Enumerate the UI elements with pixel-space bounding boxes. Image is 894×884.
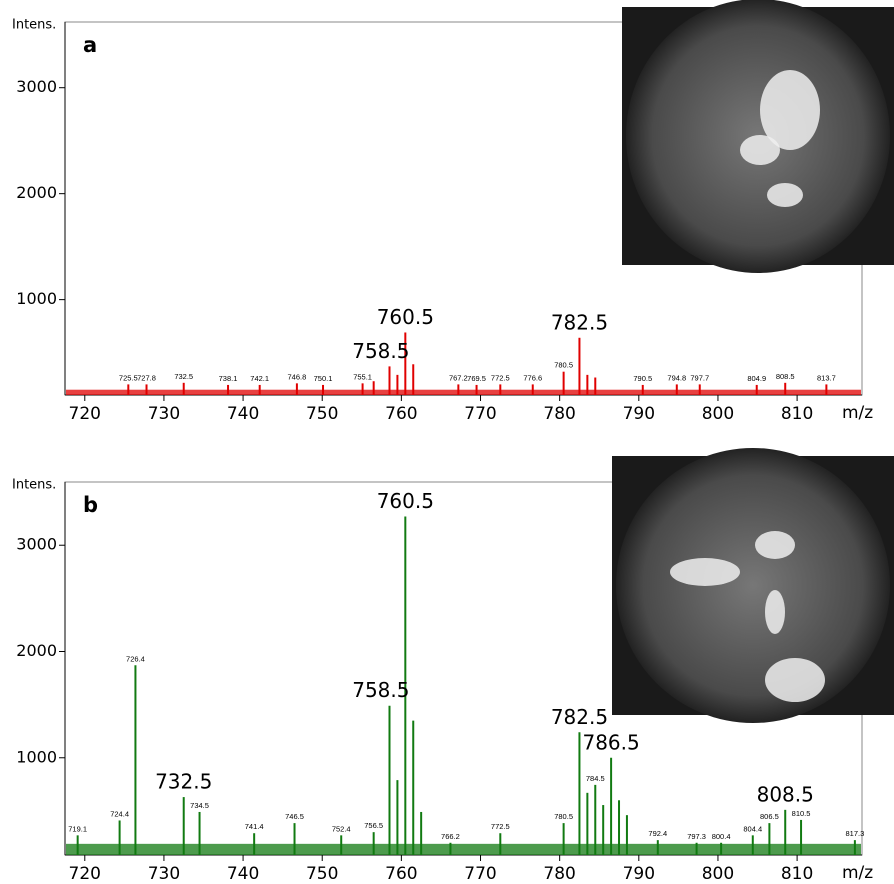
peak-label: 738.1 [219,374,238,383]
peak-label: 780.5 [554,361,573,370]
peak-label: 766.2 [441,832,460,841]
x-tick-label: 720 [69,404,101,424]
x-tick-label: 780 [543,404,575,424]
x-axis-label: m/z [842,403,873,423]
peak-label: 724.4 [110,809,129,818]
x-tick-label: 780 [543,864,575,884]
peak-label: 810.5 [792,809,811,818]
peak-label: 804.9 [747,374,766,383]
peak-label: 756.5 [364,821,383,830]
y-axis-label: Intens. [12,478,56,493]
micrograph-object [755,531,795,559]
peak-label: 804.4 [743,824,762,833]
major-peak-label: 760.5 [377,489,434,513]
peak-label: 797.3 [687,832,706,841]
micrograph-object [670,558,740,586]
peak-label: 790.5 [633,374,652,383]
major-peak-label: 782.5 [551,705,608,729]
x-tick-label: 790 [623,864,655,884]
x-tick-label: 770 [464,404,496,424]
peak-label: 772.5 [491,373,510,382]
peak-label: 792.4 [648,829,667,838]
peak-label: 752.4 [332,824,351,833]
peak-label: 776.6 [523,373,542,382]
y-tick-label: 2000 [16,641,57,660]
peak-label: 750.1 [314,374,333,383]
major-peak-label: 758.5 [352,339,409,363]
major-peak-label: 760.5 [377,305,434,329]
y-axis-label: Intens. [12,18,56,33]
micrograph-object [740,135,780,165]
major-peak-label: 786.5 [582,730,639,754]
peak-label: 727.8 [137,373,156,382]
peak-label: 755.1 [353,372,372,381]
y-tick-label: 2000 [16,183,57,202]
x-tick-label: 730 [148,404,180,424]
peak-label: 808.5 [776,372,795,381]
panel-label: b [83,493,98,517]
peak-label: 732.5 [174,372,193,381]
peak-label: 742.1 [250,374,269,383]
peak-label: 725.5 [119,373,138,382]
peak-label: 719.1 [68,824,87,833]
peak-label: 769.5 [467,374,486,383]
micrograph-object [765,590,785,634]
x-tick-label: 750 [306,404,338,424]
y-tick-label: 3000 [16,535,57,554]
major-peak-label: 808.5 [757,782,814,806]
peak-label: 813.7 [817,373,836,382]
peak-label: 772.5 [491,822,510,831]
peak-label: 767.2 [449,373,468,382]
peak-label: 741.4 [245,822,264,831]
peak-label: 746.5 [285,812,304,821]
micrograph-field [616,448,890,723]
x-tick-label: 770 [464,864,496,884]
peak-label: 794.8 [667,373,686,382]
x-tick-label: 740 [227,404,259,424]
major-peak-label: 732.5 [155,770,212,794]
x-axis-label: m/z [842,863,873,883]
micrograph-object [767,183,803,207]
x-tick-label: 800 [702,864,734,884]
x-tick-label: 720 [69,864,101,884]
x-tick-label: 740 [227,864,259,884]
y-tick-label: 1000 [16,289,57,308]
peak-label: 797.7 [690,373,709,382]
peak-label: 726.4 [126,654,145,663]
x-tick-label: 760 [385,864,417,884]
y-tick-label: 3000 [16,77,57,96]
x-tick-label: 750 [306,864,338,884]
major-peak-label: 782.5 [551,310,608,334]
noise-band [66,843,861,855]
micrograph-object [760,70,820,150]
peak-label: 806.5 [760,812,779,821]
x-tick-label: 810 [781,404,813,424]
y-tick-label: 1000 [16,747,57,766]
x-tick-label: 760 [385,404,417,424]
panel-label: a [83,33,97,57]
x-tick-label: 800 [702,404,734,424]
peak-label: 817.3 [845,829,864,838]
noise-band [66,389,861,395]
x-tick-label: 730 [148,864,180,884]
peak-label: 746.8 [288,372,307,381]
major-peak-label: 758.5 [352,678,409,702]
peak-label: 800.4 [712,832,731,841]
peak-label: 734.5 [190,801,209,810]
x-tick-label: 810 [781,864,813,884]
peak-label: 780.5 [554,812,573,821]
x-tick-label: 790 [623,404,655,424]
peak-label: 784.5 [586,774,605,783]
micrograph-object [765,658,825,702]
